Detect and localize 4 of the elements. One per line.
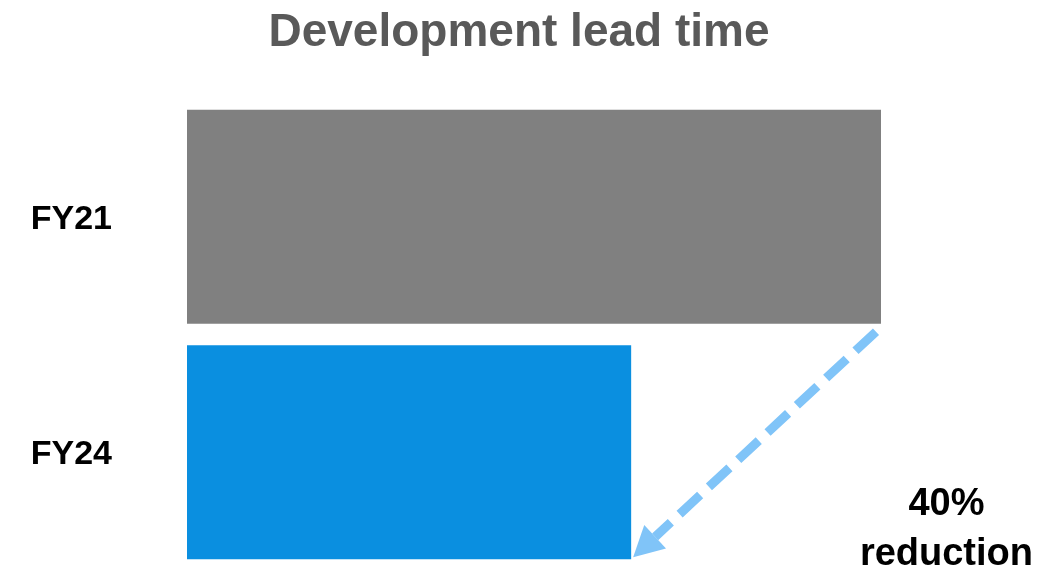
y-tick-label: FY24: [30, 433, 113, 472]
chart-title: Development lead time: [268, 4, 770, 56]
y-tick-label: FY21: [30, 197, 112, 236]
annotation: 40% reduction: [859, 481, 1033, 573]
